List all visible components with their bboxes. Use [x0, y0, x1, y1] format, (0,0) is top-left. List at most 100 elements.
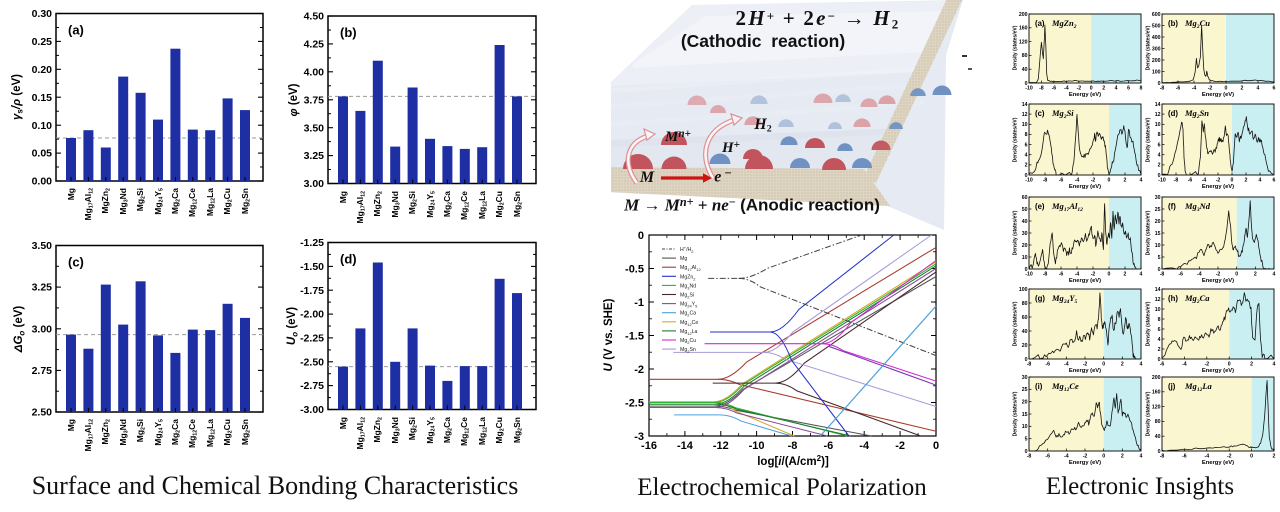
svg-text:15: 15 — [1022, 412, 1028, 418]
svg-text:4: 4 — [1140, 178, 1143, 184]
svg-text:Mg24Y5: Mg24Y5 — [1051, 293, 1078, 305]
svg-text:10: 10 — [1022, 424, 1028, 430]
svg-text:60: 60 — [1022, 315, 1028, 321]
svg-text:2: 2 — [1102, 86, 1105, 92]
svg-text:γs/ρ (eV): γs/ρ (eV) — [11, 74, 25, 120]
svg-text:(c): (c) — [1035, 109, 1045, 118]
svg-text:-12: -12 — [713, 440, 729, 452]
svg-text:2: 2 — [1025, 163, 1028, 169]
svg-text:0.00: 0.00 — [32, 176, 53, 188]
svg-text:-8: -8 — [1043, 272, 1048, 278]
svg-text:0: 0 — [1158, 449, 1161, 455]
svg-text:-10: -10 — [749, 440, 765, 452]
svg-text:(a): (a) — [1035, 19, 1045, 28]
svg-text:-2.50: -2.50 — [300, 356, 324, 368]
svg-text:Mg2Si: Mg2Si — [1051, 108, 1074, 120]
svg-text:0: 0 — [1108, 178, 1111, 184]
svg-text:2: 2 — [1124, 272, 1127, 278]
svg-text:-8: -8 — [1039, 86, 1044, 92]
svg-text:Energy (eV): Energy (eV) — [1069, 184, 1101, 190]
svg-text:-2.75: -2.75 — [300, 380, 324, 392]
svg-text:2: 2 — [1241, 86, 1244, 92]
svg-text:80: 80 — [1155, 419, 1161, 425]
svg-text:10: 10 — [1022, 255, 1028, 261]
svg-text:-8: -8 — [1160, 454, 1165, 460]
svg-text:(c): (c) — [68, 255, 84, 270]
svg-text:Energy (eV): Energy (eV) — [1069, 460, 1101, 466]
svg-text:20: 20 — [1155, 219, 1161, 225]
svg-text:MgZn2: MgZn2 — [1051, 18, 1077, 30]
svg-text:0: 0 — [933, 440, 939, 452]
svg-text:25: 25 — [1022, 387, 1028, 393]
svg-text:H+/H2: H+/H2 — [680, 245, 694, 254]
svg-text:-4: -4 — [1192, 86, 1197, 92]
svg-text:160: 160 — [1152, 390, 1161, 396]
svg-text:2: 2 — [1124, 178, 1127, 184]
svg-text:-4: -4 — [1197, 272, 1202, 278]
svg-text:Energy (eV): Energy (eV) — [1202, 92, 1234, 98]
svg-text:4: 4 — [1158, 337, 1161, 343]
svg-text:0: 0 — [1228, 362, 1231, 368]
svg-text:40: 40 — [1022, 219, 1028, 225]
svg-text:-4: -4 — [859, 440, 870, 452]
svg-text:0: 0 — [1090, 86, 1093, 92]
svg-text:50: 50 — [1022, 207, 1028, 213]
svg-text:12: 12 — [1155, 297, 1161, 303]
svg-text:0.05: 0.05 — [32, 148, 53, 160]
svg-text:(i): (i) — [1035, 382, 1043, 391]
svg-text:8: 8 — [1140, 86, 1143, 92]
svg-text:8: 8 — [1025, 132, 1028, 138]
svg-text:30: 30 — [1022, 375, 1028, 381]
svg-text:200: 200 — [1152, 58, 1161, 64]
svg-text:Mg12Ce: Mg12Ce — [680, 320, 698, 327]
svg-text:Mg2Cu: Mg2Cu — [1184, 18, 1210, 30]
svg-text:-6: -6 — [1052, 86, 1057, 92]
svg-text:0: 0 — [1158, 173, 1161, 179]
svg-text:300: 300 — [1152, 46, 1161, 52]
svg-text:0.10: 0.10 — [32, 120, 53, 132]
svg-text:(b): (b) — [340, 25, 357, 40]
svg-text:(g): (g) — [1035, 294, 1045, 303]
svg-text:Mg2Ca: Mg2Ca — [1184, 293, 1210, 305]
svg-text:4: 4 — [1140, 362, 1143, 368]
svg-text:Mg24Y5: Mg24Y5 — [680, 302, 698, 309]
svg-text:-1.5: -1.5 — [625, 331, 644, 343]
svg-text:14: 14 — [1022, 102, 1028, 108]
svg-text:-6: -6 — [1059, 178, 1064, 184]
svg-text:4: 4 — [1273, 362, 1276, 368]
svg-text:-2.00: -2.00 — [300, 309, 324, 321]
svg-text:2: 2 — [1254, 272, 1257, 278]
svg-text:(f): (f) — [1168, 202, 1176, 211]
svg-text:-6: -6 — [1059, 272, 1064, 278]
svg-text:Mg2Cu: Mg2Cu — [680, 338, 696, 345]
svg-text:-8: -8 — [1043, 178, 1048, 184]
svg-text:-1.50: -1.50 — [300, 261, 324, 273]
svg-text:4: 4 — [1273, 272, 1276, 278]
svg-text:0: 0 — [1102, 362, 1105, 368]
svg-text:0: 0 — [1108, 272, 1111, 278]
svg-text:20: 20 — [1022, 400, 1028, 406]
svg-text:-1.75: -1.75 — [300, 285, 324, 297]
svg-text:Mg2Ca: Mg2Ca — [680, 311, 696, 318]
svg-text:-4: -4 — [1075, 272, 1080, 278]
svg-text:-2.25: -2.25 — [300, 333, 324, 345]
svg-text:(a): (a) — [68, 23, 84, 38]
svg-text:Uo (eV): Uo (eV) — [286, 307, 300, 345]
svg-text:-10: -10 — [1025, 178, 1033, 184]
svg-text:25: 25 — [1155, 207, 1161, 213]
svg-text:-6: -6 — [824, 440, 834, 452]
svg-text:(d): (d) — [340, 252, 357, 267]
svg-text:10: 10 — [1155, 243, 1161, 249]
svg-text:Mg12Ce: Mg12Ce — [1051, 381, 1079, 393]
svg-text:Density (states/eV): Density (states/eV) — [1013, 391, 1019, 436]
svg-text:100: 100 — [1152, 69, 1161, 75]
svg-text:Mg12La: Mg12La — [680, 329, 698, 336]
svg-text:2: 2 — [1158, 163, 1161, 169]
svg-text:0: 0 — [1158, 267, 1161, 273]
svg-text:-8: -8 — [1027, 454, 1032, 460]
svg-text:0: 0 — [638, 230, 644, 242]
svg-text:30: 30 — [1155, 195, 1161, 201]
svg-text:(j): (j) — [1168, 382, 1176, 391]
svg-text:-2: -2 — [634, 364, 644, 376]
svg-text:-10: -10 — [1025, 86, 1033, 92]
